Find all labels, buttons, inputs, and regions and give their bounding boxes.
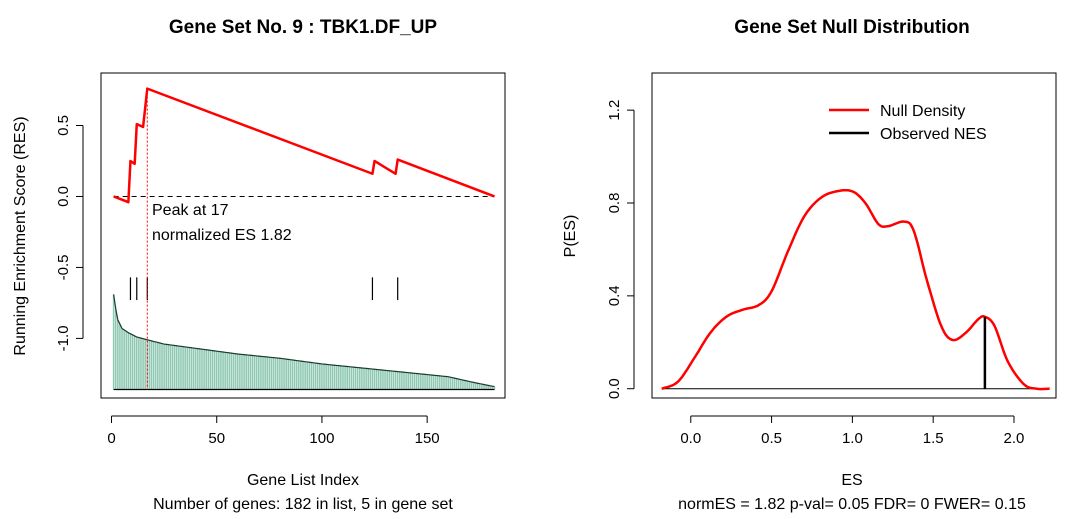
null-density-curve bbox=[661, 188, 1051, 391]
right-y-tick-label: 1.2 bbox=[606, 100, 623, 121]
right-subtitle: normES = 1.82 p-val= 0.05 FDR= 0 FWER= 0… bbox=[678, 496, 1026, 513]
right-x-tick-label: 1.0 bbox=[842, 430, 863, 447]
left-y-tick-label: 0.5 bbox=[55, 115, 72, 136]
right-x-tick-label: 1.5 bbox=[923, 430, 944, 447]
metric-outline bbox=[113, 294, 495, 388]
left-x-axis: 0 50 100 150 bbox=[107, 415, 440, 447]
gene-hit-marks bbox=[129, 277, 399, 301]
left-y-tick-label: -1.0 bbox=[55, 325, 72, 351]
running-es-curve bbox=[113, 87, 495, 204]
peak-annotation: Peak at 17 bbox=[152, 202, 229, 219]
left-subtitle: Number of genes: 182 in list, 5 in gene … bbox=[153, 496, 453, 513]
left-y-tick-label: -0.5 bbox=[55, 255, 72, 281]
left-x-tick-label: 150 bbox=[415, 430, 440, 447]
right-y-axis: 0.0 0.4 0.8 1.2 bbox=[606, 100, 635, 399]
left-plot-frame bbox=[100, 72, 506, 399]
right-plot-frame bbox=[651, 72, 1057, 399]
left-x-tick-label: 100 bbox=[309, 430, 334, 447]
left-x-label: Gene List Index bbox=[247, 472, 359, 489]
left-x-tick-label: 50 bbox=[208, 430, 225, 447]
right-x-tick-label: 2.0 bbox=[1004, 430, 1025, 447]
right-title: Gene Set Null Distribution bbox=[734, 17, 969, 38]
right-panel: Gene Set Null Distribution Null Density … bbox=[562, 17, 1057, 513]
ranked-metric-bars bbox=[112, 294, 496, 391]
right-x-tick-label: 0.5 bbox=[761, 430, 782, 447]
left-y-label: Running Enrichment Score (RES) bbox=[12, 116, 29, 355]
legend-observed-nes-label: Observed NES bbox=[880, 126, 987, 143]
right-x-label: ES bbox=[841, 472, 862, 489]
normalized-es-annotation: normalized ES 1.82 bbox=[152, 227, 292, 244]
right-x-tick-label: 0.0 bbox=[680, 430, 701, 447]
left-panel: Gene Set No. 9 : TBK1.DF_UP Peak at 17 n… bbox=[12, 17, 506, 513]
right-y-tick-label: 0.0 bbox=[606, 378, 623, 399]
right-x-axis: 0.0 0.5 1.0 1.5 2.0 bbox=[680, 415, 1025, 447]
legend: Null Density Observed NES bbox=[829, 103, 987, 143]
left-y-tick-label: 0.0 bbox=[55, 186, 72, 207]
left-title: Gene Set No. 9 : TBK1.DF_UP bbox=[169, 17, 437, 38]
left-x-tick-label: 0 bbox=[107, 430, 115, 447]
left-y-axis: -1.0 -0.5 0.0 0.5 bbox=[55, 115, 84, 351]
right-y-tick-label: 0.4 bbox=[606, 285, 623, 306]
legend-null-density-label: Null Density bbox=[880, 103, 965, 120]
right-y-label: P(ES) bbox=[562, 215, 579, 258]
right-y-tick-label: 0.8 bbox=[606, 193, 623, 214]
